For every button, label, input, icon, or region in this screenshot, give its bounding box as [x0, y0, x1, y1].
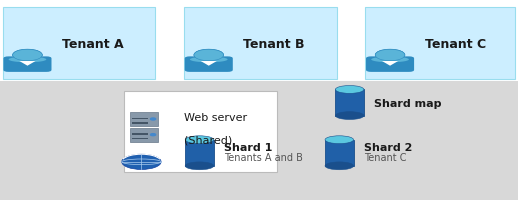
Text: Tenant C: Tenant C [364, 152, 407, 162]
Text: Web server: Web server [184, 113, 247, 123]
Circle shape [375, 50, 405, 61]
FancyBboxPatch shape [184, 8, 337, 80]
Polygon shape [200, 62, 217, 66]
FancyBboxPatch shape [185, 140, 213, 166]
Ellipse shape [371, 57, 409, 63]
FancyBboxPatch shape [124, 92, 277, 172]
FancyBboxPatch shape [132, 122, 148, 124]
Text: Shard 1: Shard 1 [224, 142, 272, 152]
Ellipse shape [336, 112, 364, 120]
FancyBboxPatch shape [4, 57, 51, 73]
FancyBboxPatch shape [132, 118, 148, 120]
Polygon shape [382, 62, 398, 66]
Circle shape [12, 50, 42, 61]
Circle shape [194, 50, 224, 61]
Ellipse shape [325, 162, 354, 170]
FancyBboxPatch shape [366, 57, 414, 73]
Ellipse shape [336, 86, 364, 94]
Circle shape [150, 118, 155, 120]
Text: Tenant B: Tenant B [243, 38, 305, 50]
Circle shape [122, 154, 161, 170]
FancyBboxPatch shape [365, 8, 515, 80]
Text: (Shared): (Shared) [184, 135, 232, 145]
Polygon shape [19, 62, 36, 66]
Circle shape [194, 50, 224, 61]
Ellipse shape [9, 57, 46, 63]
Circle shape [12, 50, 42, 61]
FancyBboxPatch shape [336, 90, 364, 116]
FancyBboxPatch shape [3, 8, 155, 80]
FancyBboxPatch shape [132, 138, 148, 140]
FancyBboxPatch shape [132, 134, 148, 135]
FancyBboxPatch shape [185, 57, 233, 73]
Ellipse shape [190, 57, 227, 63]
Text: Tenant A: Tenant A [62, 38, 124, 50]
FancyBboxPatch shape [0, 82, 518, 200]
Ellipse shape [185, 136, 214, 144]
Ellipse shape [185, 162, 214, 170]
FancyBboxPatch shape [130, 112, 158, 126]
Text: Shard 2: Shard 2 [364, 142, 412, 152]
Text: Tenants A and B: Tenants A and B [224, 152, 303, 162]
Text: Tenant C: Tenant C [425, 38, 486, 50]
Circle shape [375, 50, 405, 61]
FancyBboxPatch shape [130, 128, 158, 142]
Circle shape [150, 134, 155, 136]
Text: Shard map: Shard map [374, 98, 442, 108]
Ellipse shape [325, 136, 354, 144]
FancyBboxPatch shape [325, 140, 354, 166]
